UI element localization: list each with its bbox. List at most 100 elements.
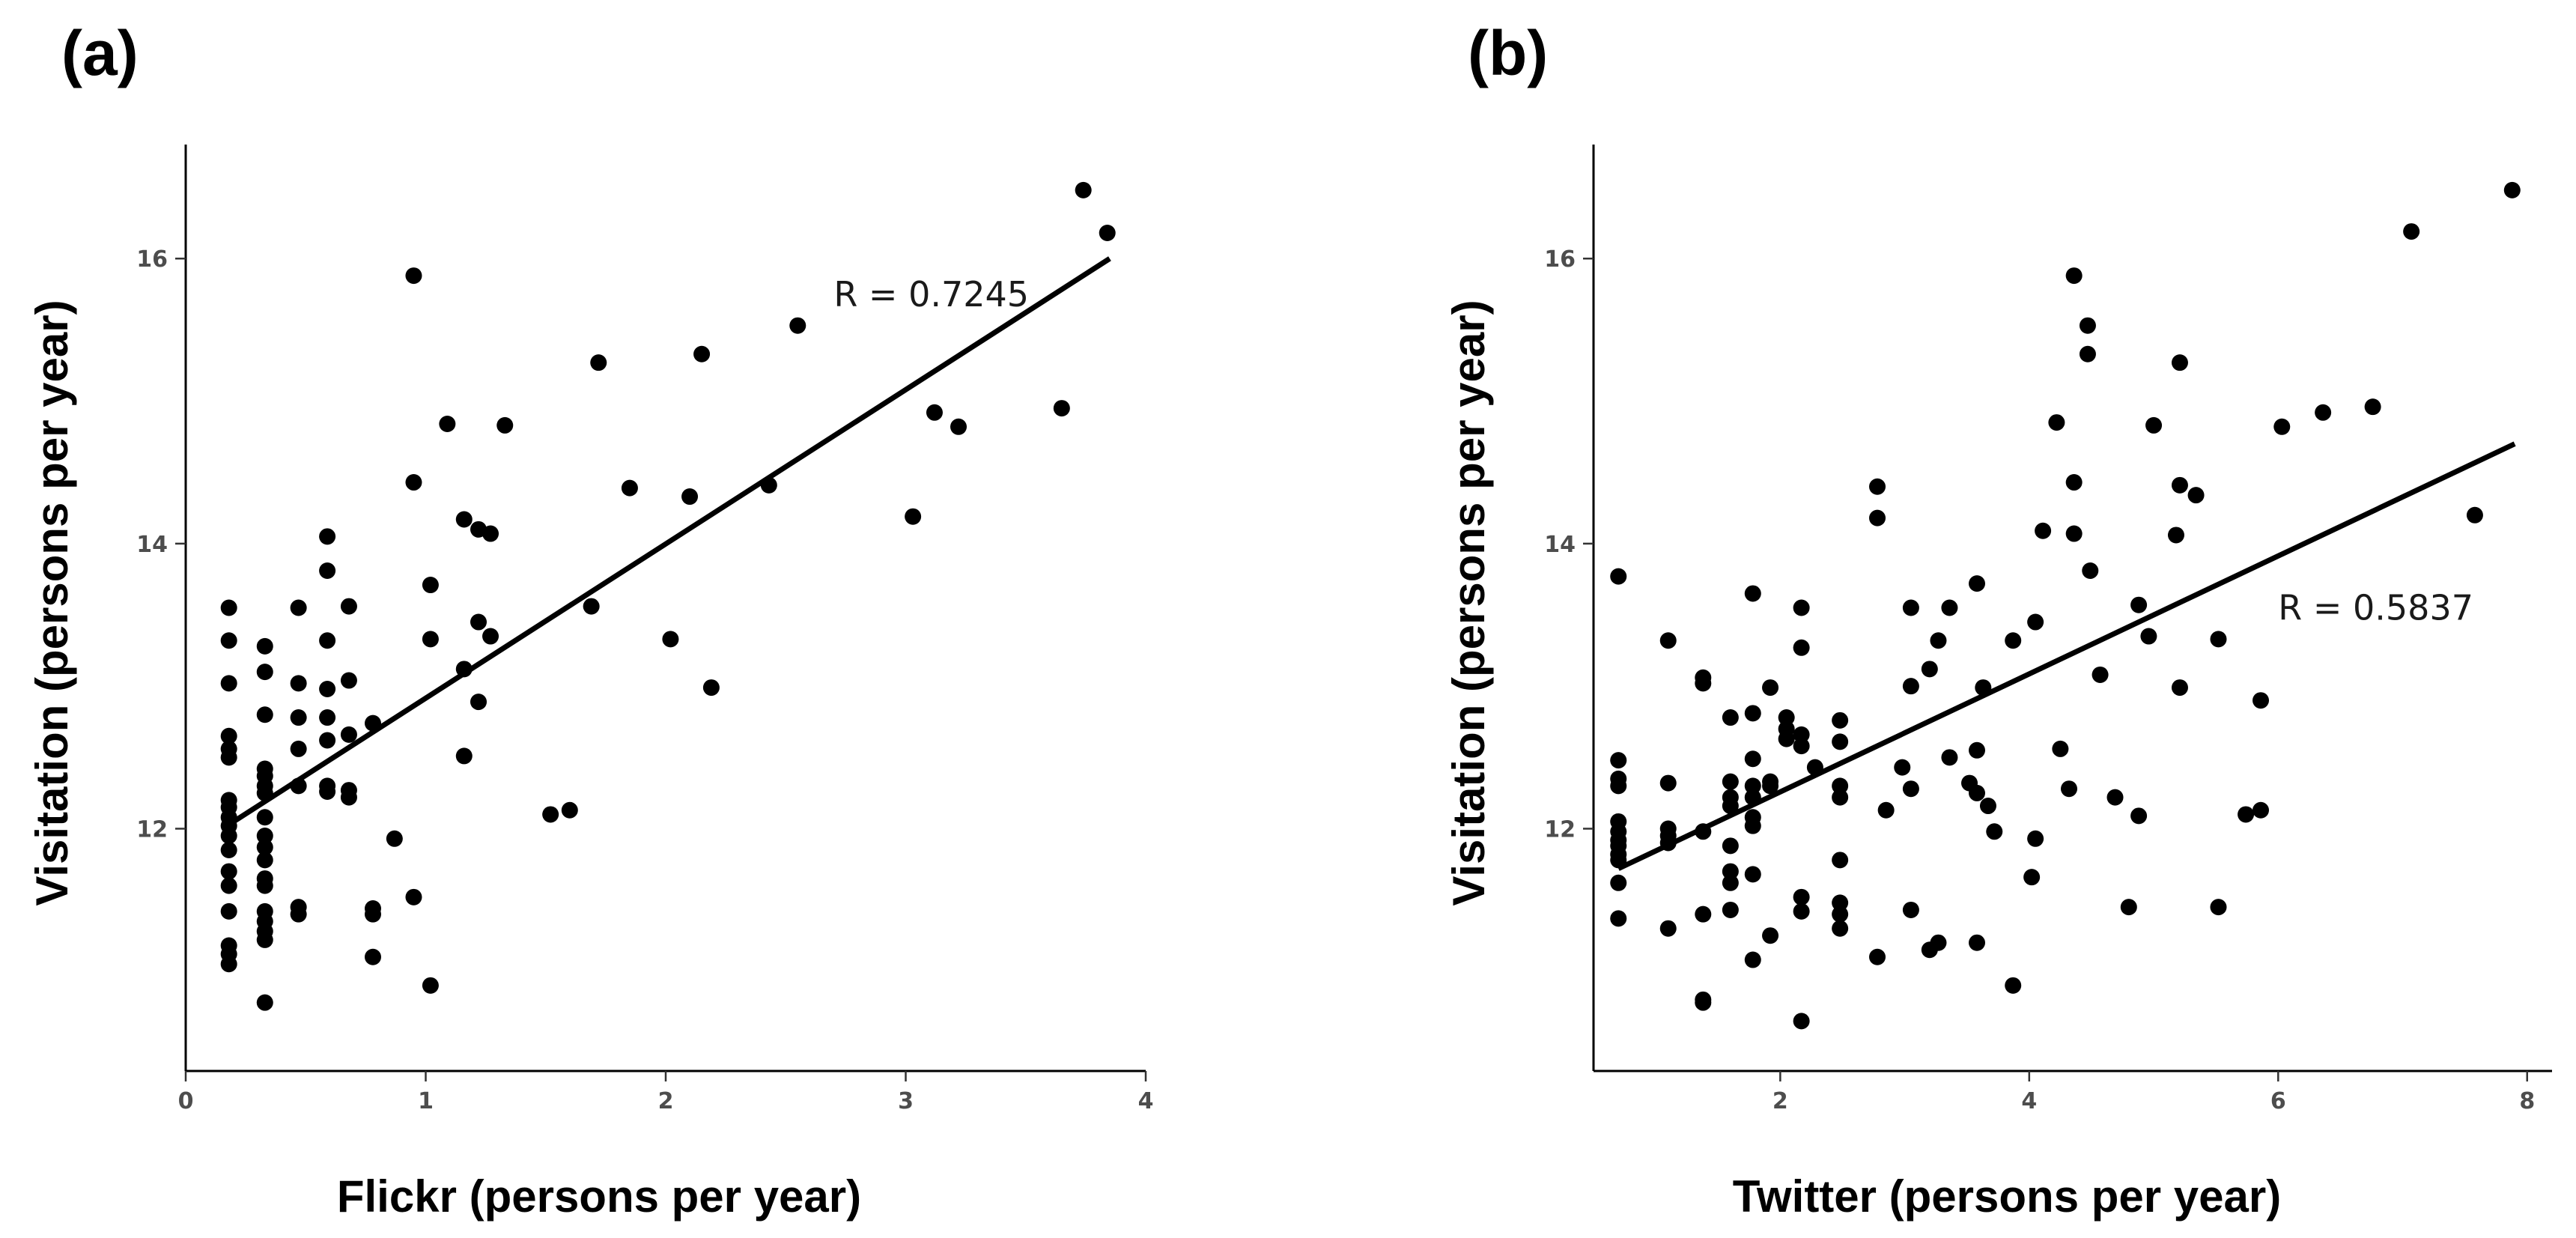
panel-b-data-point — [2273, 418, 2291, 435]
panel-b-data-point — [2079, 345, 2096, 362]
panel-b-regression-line — [1617, 441, 2516, 871]
panel-a-correlation-label: R = 0.7245 — [833, 274, 1029, 315]
panel-b-data-point — [1832, 852, 1849, 869]
panel-b-data-point — [2140, 628, 2157, 645]
panel-b-data-point — [1659, 920, 1677, 937]
panel-a-data-point — [220, 632, 237, 649]
panel-b-data-point — [1695, 675, 1712, 692]
panel-b-data-point — [1722, 874, 1739, 891]
panel-b-data-point — [1610, 852, 1627, 869]
panel-b-data-point — [2364, 398, 2381, 416]
panel-a-data-point — [256, 637, 273, 655]
panel-b-data-point — [1610, 910, 1627, 927]
panel-a-data-point — [319, 528, 336, 545]
panel-b-y-tick-label: 12 — [1544, 816, 1576, 843]
panel-a-data-point — [439, 416, 456, 433]
panel-b-data-point — [1793, 902, 1810, 920]
panel-b-x-tick-label: 6 — [2270, 1088, 2286, 1114]
panel-a-data-point — [455, 511, 473, 528]
panel-a-data-point — [256, 839, 273, 856]
panel-a-regression-line — [232, 256, 1111, 824]
panel-b-data-point — [1778, 730, 1795, 747]
panel-b-data-point — [2052, 740, 2069, 757]
panel-b-data-point — [2171, 476, 2188, 494]
panel-b-data-point — [1969, 784, 1985, 801]
panel-a-data-point — [760, 476, 777, 494]
panel-a-data-point — [482, 628, 499, 645]
panel-b-data-point — [1744, 585, 1761, 602]
panel-a-data-point — [256, 809, 273, 826]
panel-b-data-point — [1610, 777, 1627, 795]
panel-b-data-point — [1744, 705, 1761, 722]
panel-b-data-point — [2167, 527, 2184, 544]
panel-b-data-point — [2027, 830, 2044, 847]
panel-b-data-point — [1832, 711, 1849, 729]
panel-b-data-point — [1695, 905, 1712, 923]
panel-a-x-tick-label: 4 — [1138, 1088, 1154, 1114]
panel-a-data-point — [319, 632, 336, 649]
panel-a-data-point — [220, 863, 237, 880]
panel-b-data-point — [1610, 568, 1627, 585]
panel-a-data-point — [220, 827, 237, 844]
panel-b-label: (b) — [1468, 18, 1548, 88]
panel-a-data-point — [1075, 181, 1092, 198]
panel-a-data-point — [256, 931, 273, 948]
panel-b-fit — [1617, 441, 2516, 871]
panel-b-data-point — [1941, 749, 1958, 766]
panel-b-data-point — [1762, 679, 1779, 697]
panel-b-data-point — [2120, 899, 2137, 916]
panel-b-data-point — [1921, 661, 1938, 678]
panel-a-data-point — [455, 661, 473, 678]
panel-b-points — [1610, 181, 2521, 1030]
panel-a-data-point — [290, 905, 307, 923]
panel-b-data-point — [1744, 789, 1761, 806]
panel-a-data-point — [405, 888, 422, 905]
panel-a-data-point — [405, 267, 422, 285]
panel-b-data-point — [1695, 823, 1712, 840]
panel-b-data-point — [2065, 525, 2083, 542]
panel-b-data-point — [1762, 927, 1779, 944]
panel-a-data-point — [789, 317, 806, 334]
panel-a: (a) Visitation (persons per year) Flickr… — [27, 18, 1153, 1222]
panel-a-data-point — [455, 747, 473, 765]
panel-b-data-point — [2079, 317, 2096, 334]
panel-b-data-point — [2171, 354, 2188, 371]
panel-b-data-point — [1832, 777, 1849, 795]
panel-b-data-point — [1610, 874, 1627, 891]
panel-a-data-point — [926, 404, 943, 421]
panel-a-data-point — [364, 905, 381, 923]
panel-a-data-point — [364, 714, 381, 732]
panel-b-data-point — [2027, 613, 2044, 631]
panel-a-data-point — [256, 706, 273, 723]
panel-b-data-point — [2315, 404, 2332, 421]
panel-a-y-axis-title-group: Visitation (persons per year) — [27, 300, 77, 905]
panel-a-data-point — [905, 508, 922, 525]
panel-b-data-point — [1722, 709, 1739, 726]
panel-b-x-tick-label: 8 — [2519, 1088, 2535, 1114]
panel-b-data-point — [1902, 678, 1919, 695]
panel-a-data-point — [319, 783, 336, 800]
panel-b-data-point — [1902, 780, 1919, 798]
panel-a-x-tick-label: 2 — [658, 1088, 674, 1114]
panel-a-data-point — [319, 709, 336, 726]
panel-b-data-point — [2466, 506, 2483, 524]
panel-a-data-point — [1053, 400, 1070, 417]
panel-b-data-point — [2130, 807, 2148, 825]
panel-a-data-point — [290, 740, 307, 757]
panel-a-data-point — [256, 784, 273, 801]
panel-b-data-point — [1793, 1013, 1810, 1030]
panel-b-data-point — [1832, 920, 1849, 937]
panel-b-data-point — [1832, 789, 1849, 806]
panel-b-x-tick-label: 4 — [2021, 1088, 2037, 1114]
panel-b-data-point — [1744, 750, 1761, 768]
panel-a-data-point — [256, 827, 273, 844]
panel-a-label: (a) — [61, 18, 139, 88]
panel-a-data-point — [220, 599, 237, 616]
panel-a-data-point — [290, 777, 307, 795]
panel-b-data-point — [1744, 777, 1761, 795]
panel-a-data-point — [1099, 224, 1116, 241]
panel-a-data-point — [583, 598, 600, 615]
panel-b-data-point — [1832, 905, 1849, 923]
